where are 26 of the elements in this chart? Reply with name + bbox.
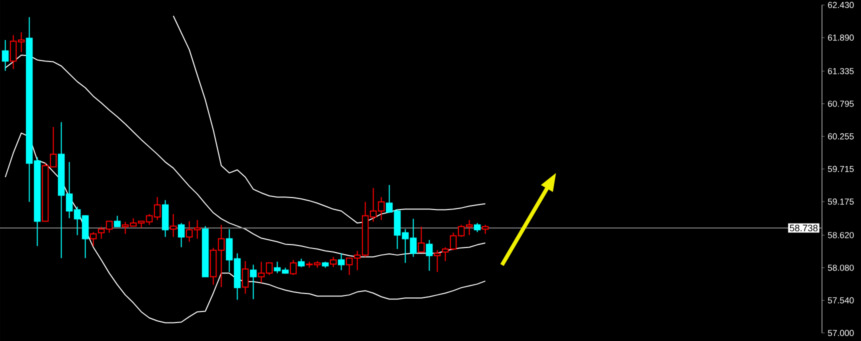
candlestick	[426, 239, 433, 272]
y-tick-label: 58.080	[828, 264, 854, 271]
candlestick	[338, 252, 345, 271]
y-tick-label: 60.795	[828, 100, 854, 107]
candlestick	[474, 222, 481, 233]
y-tick-label: 59.175	[828, 198, 854, 205]
candlestick	[250, 264, 257, 300]
y-tick-label: 57.000	[828, 330, 854, 336]
candlestick	[2, 40, 9, 72]
candlestick	[170, 213, 177, 238]
y-tick-label: 62.430	[828, 2, 854, 8]
candlestick	[178, 222, 185, 248]
candlestick	[330, 256, 337, 268]
y-tick-label: 61.335	[828, 68, 854, 74]
y-tick-label: 57.540	[828, 297, 854, 304]
candlestick	[114, 215, 121, 228]
candlestick	[482, 224, 489, 234]
candlestick	[418, 226, 425, 253]
ref-line-label: 58.738	[790, 224, 818, 232]
y-tick-label: 61.890	[828, 34, 854, 41]
candlestick	[242, 260, 249, 294]
y-tick-label: 58.620	[828, 232, 854, 238]
y-tick-label: 60.255	[828, 133, 854, 140]
candlestick	[90, 232, 97, 246]
y-tick-label: 59.715	[828, 166, 854, 172]
candlestick	[290, 259, 297, 276]
